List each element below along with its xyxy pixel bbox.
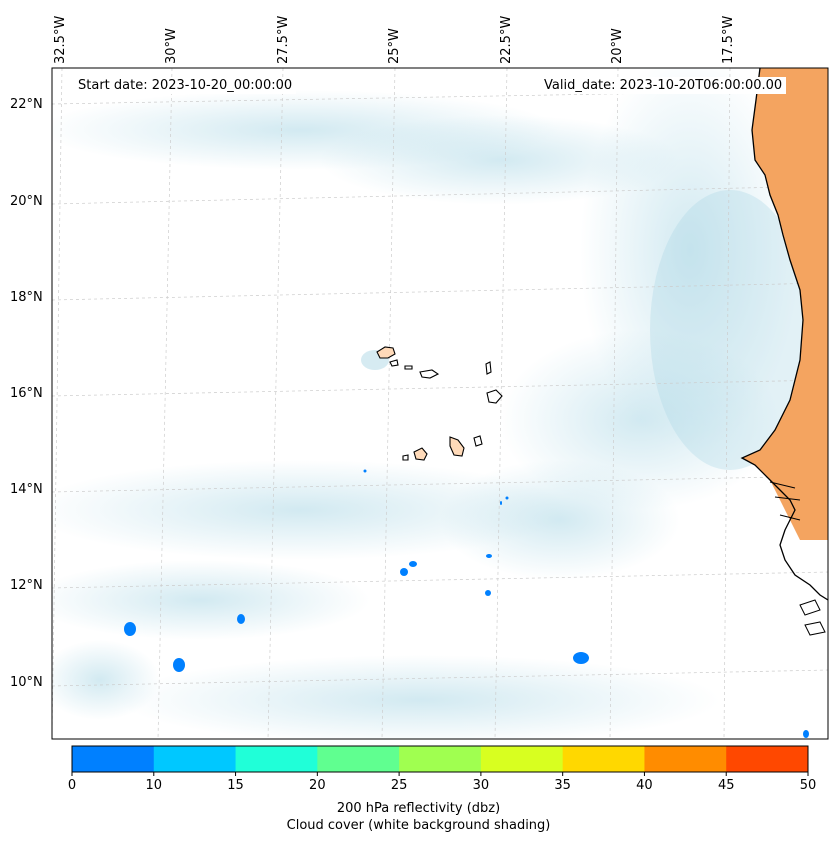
colorbar-tick-label: 50 [799,778,817,793]
lon-label-22-5w: 22.5°W [499,15,514,64]
lon-label-30w: 30°W [164,28,179,64]
colorbar-tick-label: 15 [227,778,244,793]
colorbar-tick-label: 10 [145,778,163,793]
colorbar-segment [317,746,400,772]
guinea-bissau-islands [799,599,826,636]
africa-coastline [740,68,828,601]
colorbar-tick-label: 45 [717,778,735,793]
colorbar-segment [235,746,318,772]
lon-label-27-5w: 27.5°W [276,15,291,64]
colorbar-sublabel: Cloud cover (white background shading) [286,818,551,833]
africa-land [742,68,828,540]
colorbar-segment [726,746,809,772]
colorbar-tick-label: 0 [67,778,77,793]
colorbar [71,745,809,776]
gambia-coastline [769,481,801,521]
cloud-cover-layer [52,68,810,739]
lat-label-12n: 12°N [10,578,43,593]
lat-label-22n: 22°N [10,97,43,112]
colorbar-tick-label: 25 [390,778,408,793]
colorbar-segment [562,746,645,772]
start-date-label: Start date: 2023-10-20_00:00:00 [74,77,297,94]
reflectivity-cells [124,469,809,738]
colorbar-segment [480,746,564,772]
cape-verde-islands [376,346,503,461]
valid-date-label: Valid_date: 2023-10-20T06:00:00.00 [540,77,787,94]
colorbar-label: 200 hPa reflectivity (dbz) [336,801,501,816]
colorbar-tick-label: 35 [554,778,571,793]
colorbar-segment [153,746,237,772]
lon-label-32-5w: 32.5°W [53,15,68,64]
colorbar-frame [71,745,809,773]
lat-label-14n: 14°N [10,482,43,497]
lat-label-20n: 20°N [10,194,43,209]
colorbar-segment [399,746,482,772]
colorbar-tick-label: 30 [472,778,490,793]
lon-label-17-5w: 17.5°W [721,15,736,64]
colorbar-segment [644,746,727,772]
colorbar-segment [72,746,155,772]
colorbar-tick-label: 20 [309,778,326,793]
map-frame [51,67,829,740]
lat-label-10n: 10°N [10,675,43,690]
lat-label-18n: 18°N [10,290,43,305]
lon-label-20w: 20°W [610,28,625,64]
colorbar-tick-label: 40 [636,778,653,793]
lat-label-16n: 16°N [10,386,43,401]
lon-label-25w: 25°W [387,28,402,64]
graticule-grid [52,68,828,739]
